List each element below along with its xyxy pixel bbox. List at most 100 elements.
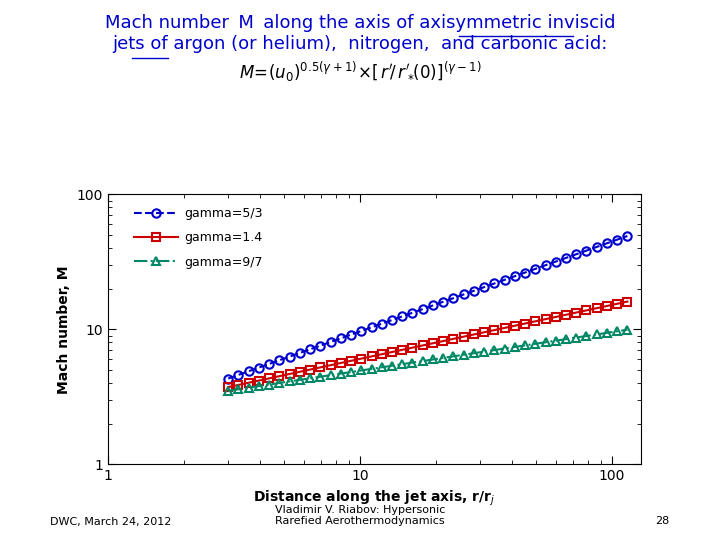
Text: $M\!=\!(u_0)^{0.5(\gamma+1)}\!\times\![\,r'\!/\,r_*'\!(0)]^{(\gamma-1)}$: $M\!=\!(u_0)^{0.5(\gamma+1)}\!\times\![\… (238, 59, 482, 82)
gamma=5/3 (593, 244, 601, 250)
gamma=1.4 (603, 303, 611, 309)
gamma=1.4 (469, 331, 478, 338)
gamma=1.4 (480, 329, 488, 335)
gamma=9/7 (449, 353, 458, 360)
gamma=5/3 (398, 313, 407, 320)
gamma=1.4 (552, 314, 560, 320)
gamma=9/7 (521, 342, 529, 349)
gamma=9/7 (306, 375, 315, 381)
gamma=9/7 (336, 370, 345, 377)
gamma=9/7 (490, 347, 499, 353)
gamma=9/7 (357, 367, 366, 374)
gamma=1.4 (562, 312, 570, 318)
gamma=9/7 (469, 350, 478, 356)
gamma=9/7 (552, 338, 560, 344)
gamma=9/7 (387, 362, 396, 369)
gamma=5/3 (408, 309, 417, 316)
gamma=5/3 (572, 251, 580, 258)
Text: DWC, March 24, 2012: DWC, March 24, 2012 (50, 516, 172, 526)
gamma=1.4 (510, 322, 519, 329)
gamma=1.4 (408, 345, 417, 351)
gamma=1.4 (623, 299, 631, 305)
gamma=9/7 (480, 348, 488, 355)
gamma=9/7 (572, 334, 580, 341)
gamma=1.4 (593, 305, 601, 312)
gamma=5/3 (234, 372, 243, 378)
gamma=5/3 (623, 233, 631, 239)
gamma=9/7 (541, 339, 550, 346)
gamma=5/3 (428, 302, 437, 309)
Text: 28: 28 (655, 516, 670, 526)
gamma=1.4 (572, 309, 580, 316)
gamma=1.4 (541, 316, 550, 322)
gamma=9/7 (255, 383, 264, 389)
gamma=1.4 (387, 349, 396, 355)
gamma=5/3 (296, 350, 305, 356)
gamma=1.4 (521, 320, 529, 327)
Line: gamma=1.4: gamma=1.4 (224, 298, 631, 392)
gamma=9/7 (562, 336, 570, 342)
gamma=9/7 (296, 376, 305, 383)
gamma=5/3 (255, 364, 264, 371)
gamma=9/7 (603, 329, 611, 336)
gamma=9/7 (613, 328, 621, 334)
gamma=5/3 (490, 280, 499, 287)
gamma=1.4 (296, 368, 305, 375)
gamma=1.4 (377, 351, 386, 357)
gamma=5/3 (531, 266, 539, 272)
gamma=1.4 (398, 347, 407, 353)
gamma=9/7 (265, 381, 274, 388)
gamma=1.4 (613, 301, 621, 307)
gamma=1.4 (439, 338, 448, 345)
gamma=5/3 (265, 361, 274, 367)
gamma=1.4 (500, 325, 509, 331)
gamma=9/7 (582, 333, 591, 339)
gamma=1.4 (326, 362, 335, 368)
gamma=1.4 (347, 357, 356, 364)
gamma=5/3 (418, 306, 427, 312)
gamma=5/3 (500, 276, 509, 283)
gamma=5/3 (316, 342, 325, 349)
Y-axis label: Mach number, M: Mach number, M (57, 265, 71, 394)
gamma=9/7 (224, 388, 233, 394)
gamma=9/7 (439, 355, 448, 361)
gamma=9/7 (275, 380, 284, 386)
gamma=1.4 (582, 307, 591, 314)
Legend: gamma=5/3, gamma=1.4, gamma=9/7: gamma=5/3, gamma=1.4, gamma=9/7 (130, 204, 266, 272)
gamma=1.4 (367, 353, 376, 360)
gamma=1.4 (224, 384, 233, 390)
Line: gamma=5/3: gamma=5/3 (224, 232, 631, 383)
gamma=9/7 (408, 359, 417, 366)
gamma=9/7 (593, 331, 601, 338)
gamma=5/3 (582, 247, 591, 254)
gamma=9/7 (367, 366, 376, 372)
gamma=5/3 (603, 240, 611, 247)
gamma=9/7 (623, 327, 631, 333)
gamma=5/3 (367, 324, 376, 330)
gamma=5/3 (224, 375, 233, 382)
gamma=5/3 (541, 262, 550, 268)
Text: Vladimir V. Riabov: Hypersonic
Rarefied Aerothermodynamics: Vladimir V. Riabov: Hypersonic Rarefied … (275, 505, 445, 526)
gamma=5/3 (459, 291, 468, 298)
gamma=5/3 (306, 346, 315, 353)
gamma=9/7 (418, 358, 427, 365)
gamma=1.4 (265, 375, 274, 382)
gamma=5/3 (387, 317, 396, 323)
gamma=9/7 (234, 386, 243, 393)
gamma=5/3 (347, 332, 356, 338)
gamma=1.4 (459, 333, 468, 340)
gamma=1.4 (244, 380, 253, 386)
gamma=1.4 (490, 327, 499, 333)
gamma=9/7 (510, 343, 519, 350)
gamma=5/3 (449, 295, 458, 301)
gamma=9/7 (500, 345, 509, 352)
X-axis label: Distance along the jet axis, r/r$_j$: Distance along the jet axis, r/r$_j$ (253, 489, 495, 508)
gamma=5/3 (510, 273, 519, 279)
gamma=1.4 (428, 340, 437, 347)
gamma=1.4 (255, 377, 264, 384)
gamma=9/7 (316, 374, 325, 380)
gamma=9/7 (244, 384, 253, 391)
gamma=5/3 (244, 368, 253, 374)
gamma=5/3 (469, 288, 478, 294)
gamma=5/3 (439, 299, 448, 305)
